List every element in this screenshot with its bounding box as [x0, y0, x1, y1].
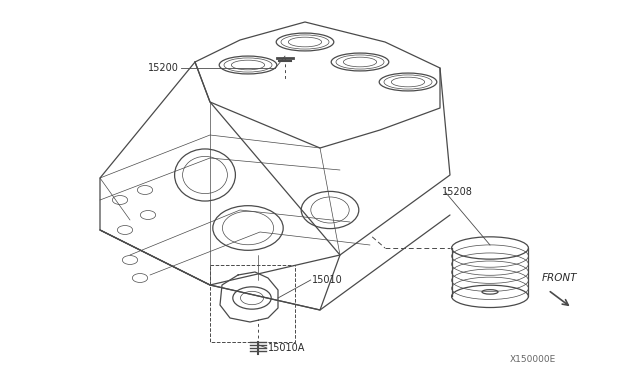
Text: 15200: 15200 [148, 63, 179, 73]
Text: 15010A: 15010A [268, 343, 305, 353]
Text: FRONT: FRONT [542, 273, 577, 283]
Text: X150000E: X150000E [510, 356, 556, 365]
Text: 15208: 15208 [442, 187, 473, 197]
Text: 15010: 15010 [312, 275, 343, 285]
